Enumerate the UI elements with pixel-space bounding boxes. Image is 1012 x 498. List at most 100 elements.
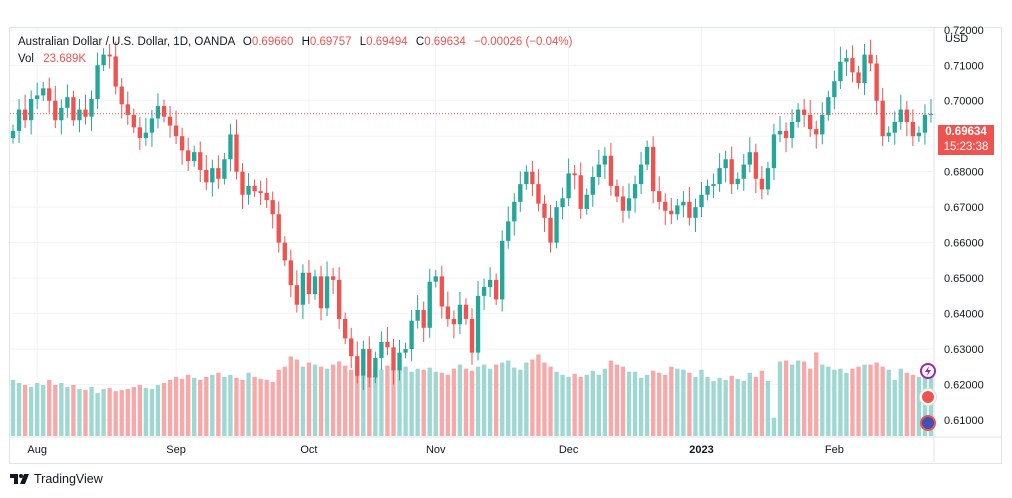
candle-body [204,169,209,183]
volume-bar [795,360,801,436]
volume-bar [318,366,324,436]
volume-bar [179,378,185,436]
volume-bar [107,388,112,436]
footer-brand[interactable]: TradingView [10,472,103,486]
candle-body [566,173,571,199]
volume-bar [602,368,608,436]
candle-body [500,240,505,300]
candle-body [777,130,783,135]
volume-bar [693,376,698,436]
candle-body [578,175,583,209]
volume-bar [651,370,656,436]
candle-body [155,106,161,119]
volume-bar [379,369,384,436]
volume-bar [832,369,837,436]
chart-frame [9,27,1002,464]
candle-body [318,276,324,309]
volume-bar [759,370,765,436]
candle-body [838,61,843,82]
candle-body [512,201,517,222]
candle-body [862,54,867,83]
candle-body [493,279,499,300]
volume-bar [324,368,330,436]
candle-body [475,295,481,353]
volume-bar [862,364,867,436]
volume-bar [113,391,118,436]
us-flag-event-icon[interactable] [920,415,936,431]
candle-body [336,279,342,319]
candle-body [916,132,922,137]
candle-body [898,109,903,123]
volume-bar [65,387,70,436]
volume-bar [276,369,281,436]
candle-body [264,192,269,201]
open-label: O [242,36,252,48]
volume-bar [898,368,903,436]
candle-body [644,146,650,165]
candle-body [602,155,608,165]
x-tick-label: Oct [300,444,317,456]
volume-bar [814,352,819,436]
volume-bar [457,364,463,436]
candle-body [789,122,795,138]
volume-bar [506,360,511,436]
volume-bar [729,375,734,436]
volume-bar [632,371,638,436]
high-value: 0.69757 [309,36,352,48]
tradingview-logo-icon [10,474,29,484]
candle-body [886,132,891,137]
volume-bar [234,377,239,436]
y-tick-label: 0.61000 [944,415,984,427]
candle-body [783,130,789,138]
volume-bar [657,372,662,436]
volume-bar [10,379,16,436]
au-flag-event-icon[interactable] [920,389,936,405]
volume-bar [741,380,746,436]
candle-body [771,134,777,169]
candle-body [125,104,130,115]
candle-body [415,310,420,321]
low-value: 0.69494 [366,36,408,48]
candle-body [179,136,185,151]
candle-body [759,178,765,190]
candle-body [469,318,475,353]
volume-bar [512,367,517,436]
candle-body [765,168,771,190]
volume-bar [530,359,535,436]
candle-body [222,159,227,179]
candle-body [850,58,855,73]
volume-bar [542,362,547,436]
high-label: H [301,36,310,48]
candle-body [276,214,281,243]
candle-body [801,109,807,115]
volume-bar [240,379,245,436]
candle-body [22,109,28,121]
candle-body [663,201,668,211]
candle-body [820,114,825,135]
candle-body [530,171,535,185]
candle-body [35,95,40,99]
volume-bar [463,368,469,436]
x-tick-label: Aug [27,444,47,456]
volume-bar [83,390,88,436]
candle-body [240,171,245,195]
volume-bar [916,376,922,436]
volume-bar [270,381,275,436]
candle-body [252,185,257,192]
volume-bar [149,389,155,436]
candle-body [681,201,686,206]
volume-bar [717,377,722,436]
candle-body [657,191,662,202]
candle-body [675,205,680,215]
currency-label[interactable]: USD [945,33,969,45]
candle-body [457,304,463,325]
candle-body [427,281,432,328]
volume-bar [487,368,493,436]
candle-body [403,349,408,353]
event-lightning-icon[interactable] [920,363,936,379]
volume-bar [572,373,577,436]
volume-bar [22,385,28,436]
x-tick-label: Nov [426,444,446,456]
volume-bar [518,369,523,436]
